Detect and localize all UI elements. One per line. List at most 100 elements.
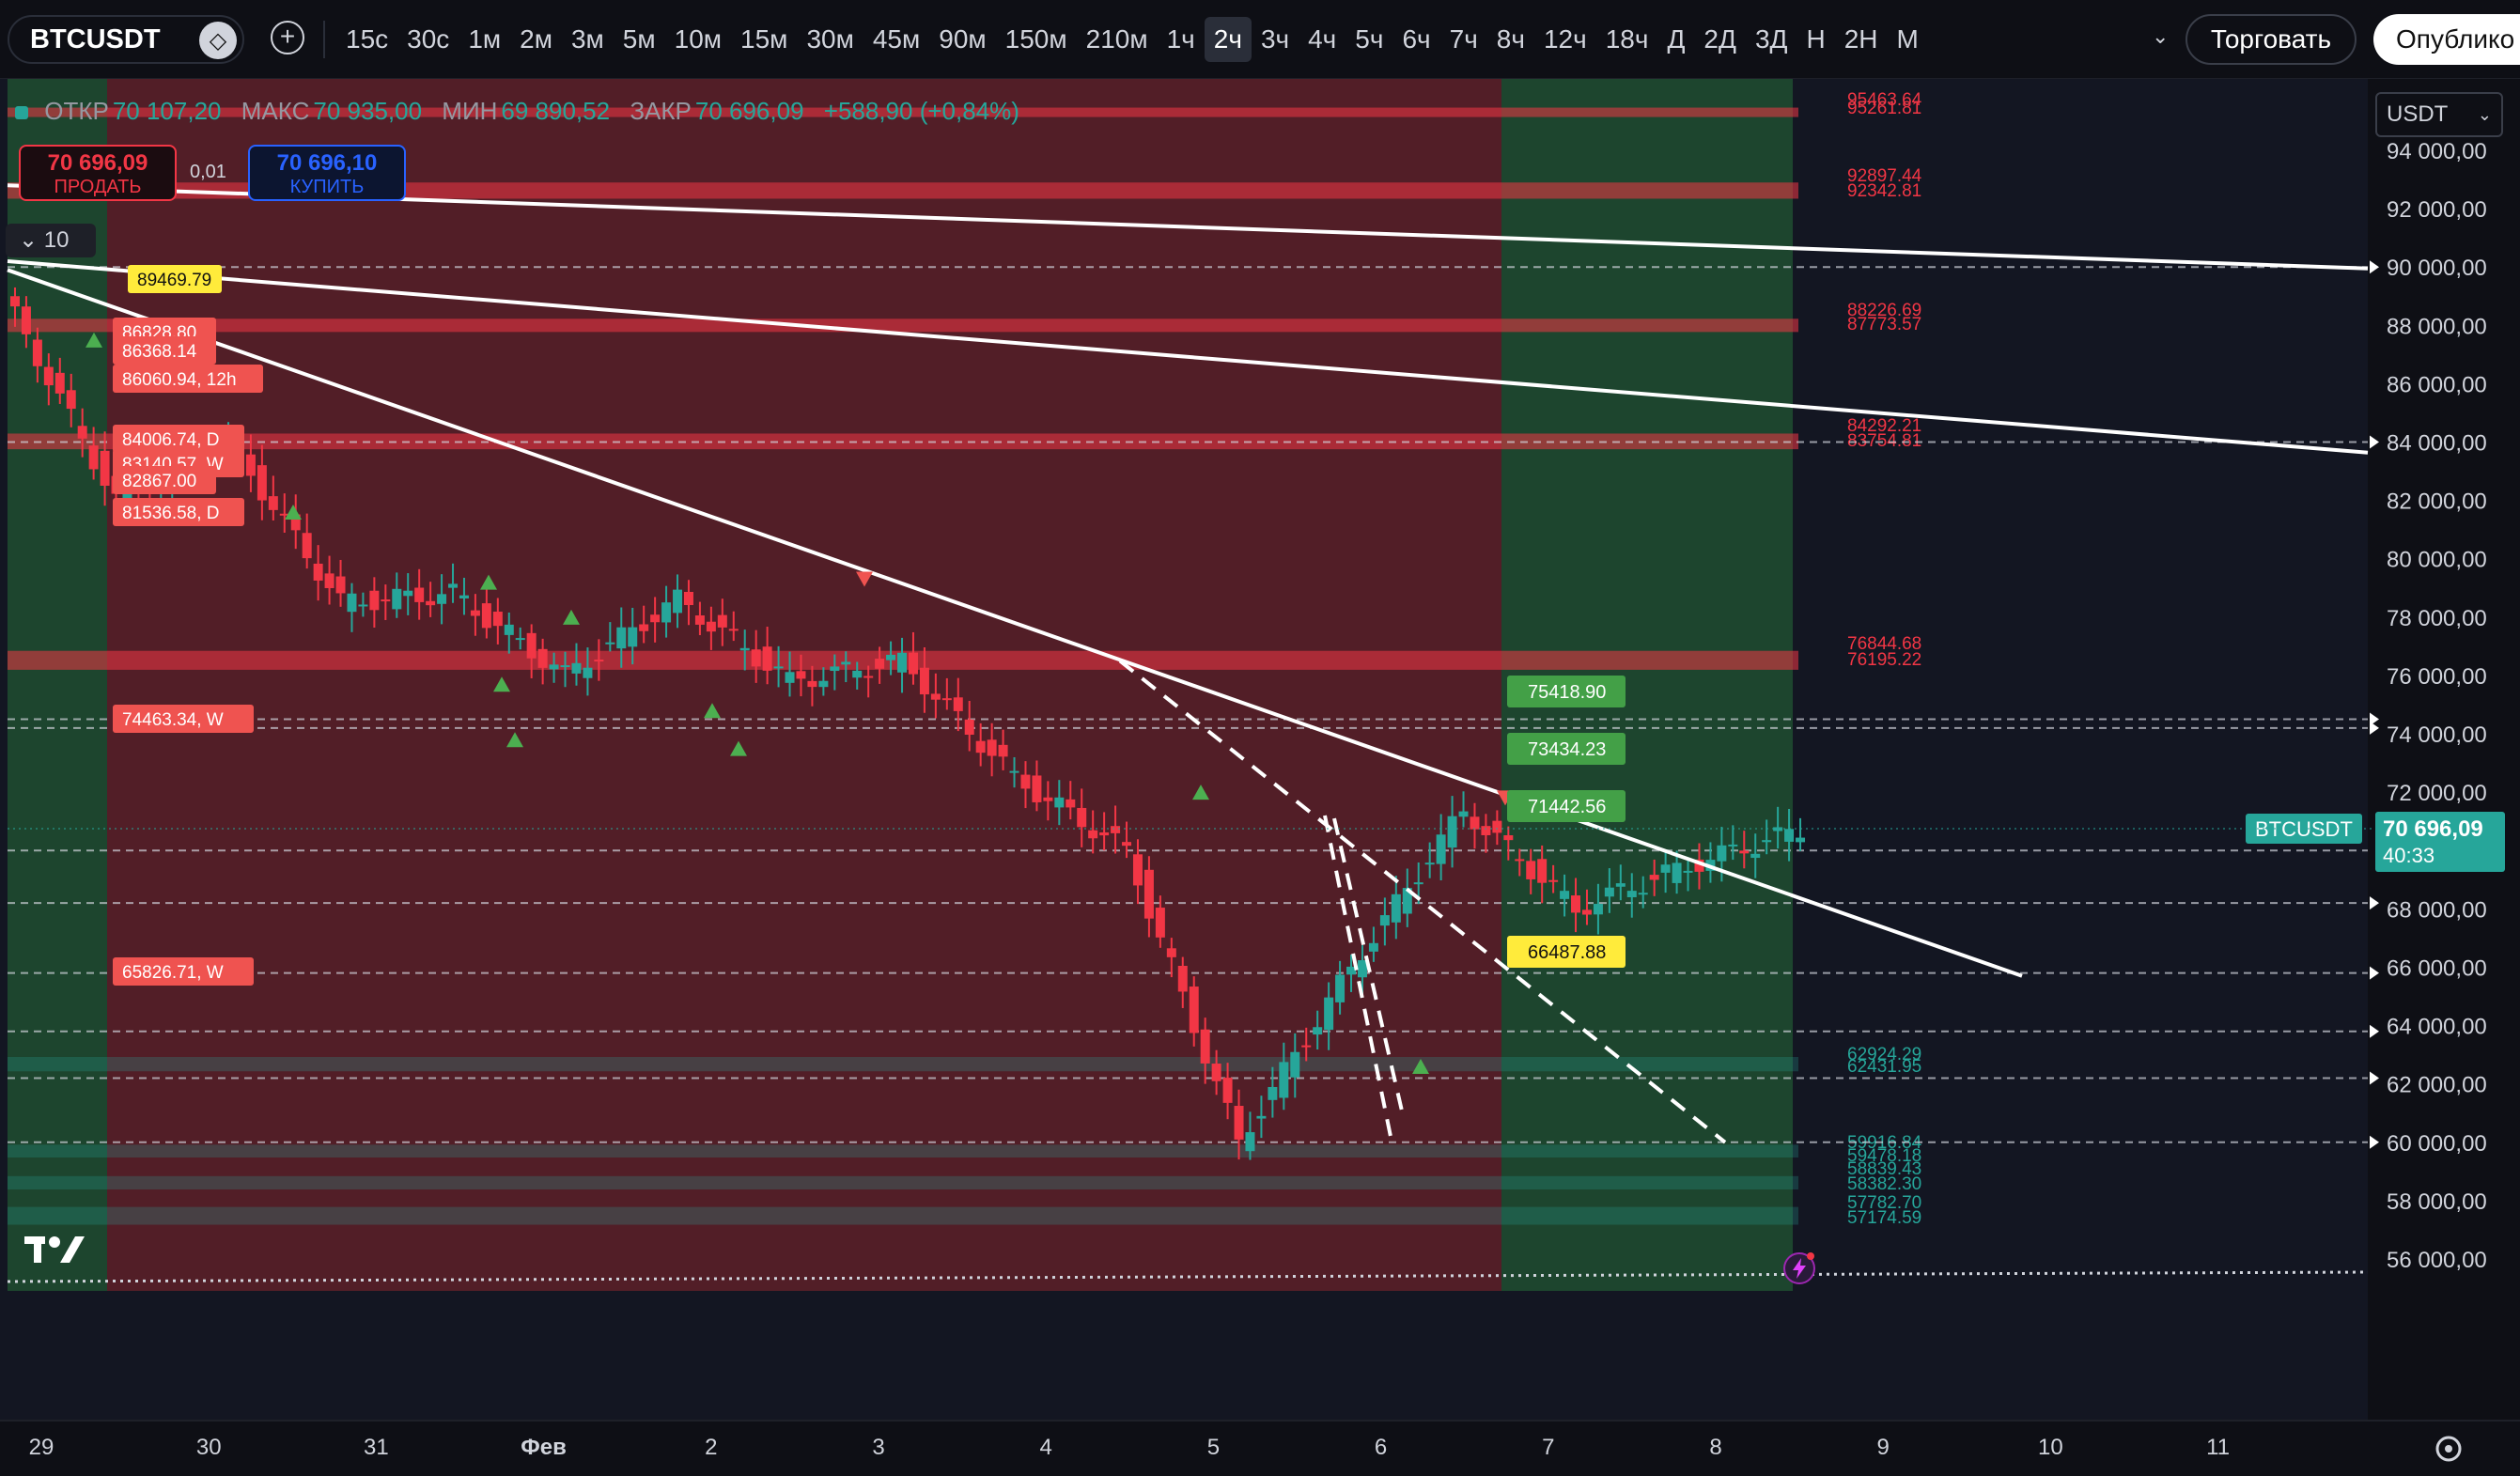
axis-marker-arrow (2370, 1071, 2379, 1085)
candle-body (639, 624, 649, 631)
gear-icon[interactable] (2430, 1430, 2467, 1468)
chevron-down-icon[interactable]: ⌄ (2152, 24, 2170, 48)
candle-body (1728, 844, 1738, 847)
candle-body (1424, 862, 1435, 865)
interval-tab-15с[interactable]: 15с (346, 24, 389, 54)
interval-tab-7ч[interactable]: 7ч (1449, 24, 1478, 54)
interval-tab-2ч[interactable]: 2ч (1204, 17, 1252, 62)
buy-button[interactable]: 70 696,10 КУПИТЬ (248, 145, 406, 201)
interval-tab-5ч[interactable]: 5ч (1355, 24, 1384, 54)
candle-body (481, 603, 491, 629)
candle-body (1177, 965, 1188, 992)
candle-body (358, 604, 368, 607)
interval-tab-М[interactable]: М (1896, 24, 1919, 54)
candle-body (1750, 853, 1761, 859)
interval-tab-Д[interactable]: Д (1667, 24, 1686, 54)
zone-label: 59478.18 (1847, 1146, 1921, 1166)
candle-body (403, 590, 413, 597)
candle-body (122, 484, 132, 507)
candle-body (1099, 832, 1110, 836)
last-price-box (2375, 812, 2505, 872)
price-axis-label: 92 000,00 (2387, 197, 2487, 223)
interval-tab-3м[interactable]: 3м (570, 24, 604, 54)
candle-body (1088, 830, 1098, 839)
candle-body (694, 615, 705, 625)
candle-body (1649, 875, 1659, 880)
tradingview-logo-icon[interactable] (24, 1233, 86, 1266)
interval-tab-45м[interactable]: 45м (872, 24, 921, 54)
interval-tab-30м[interactable]: 30м (806, 24, 854, 54)
chart-area[interactable]: 95463.64 95261.81 92897.44 92342.81 88226.69… (0, 79, 2520, 1471)
candle-body (863, 676, 874, 678)
interval-tab-12ч[interactable]: 12ч (1543, 24, 1587, 54)
interval-tab-18ч[interactable]: 18ч (1605, 24, 1649, 54)
resistance-zone (8, 319, 1798, 333)
dotted-level-line (7, 1270, 2369, 1283)
interval-tab-30с[interactable]: 30с (407, 24, 450, 54)
candle-body (1346, 966, 1357, 975)
time-axis-label: 4 (1040, 1435, 1052, 1460)
candle-body (1447, 816, 1457, 848)
candle-body (1324, 997, 1334, 1031)
interval-tab-10м[interactable]: 10м (674, 24, 723, 54)
candle-body (459, 595, 469, 598)
symbol-search-button[interactable]: BTCUSDT ◇ (8, 15, 244, 64)
currency-select[interactable]: USDT ⌄ (2375, 92, 2503, 137)
sell-button[interactable]: 70 696,09 ПРОДАТЬ (19, 145, 177, 201)
level-tag-box (1507, 676, 1626, 707)
interval-tab-3Д[interactable]: 3Д (1754, 24, 1788, 54)
price-axis-label: 78 000,00 (2387, 606, 2487, 631)
candle-body (1009, 770, 1019, 773)
series-color-swatch (15, 106, 28, 120)
interval-tab-2м[interactable]: 2м (520, 24, 552, 54)
interval-tab-5м[interactable]: 5м (622, 24, 656, 54)
interval-tab-90м[interactable]: 90м (939, 24, 987, 54)
interval-tab-6ч[interactable]: 6ч (1402, 24, 1431, 54)
interval-tab-2Д[interactable]: 2Д (1703, 24, 1736, 54)
candle-body (448, 583, 459, 588)
candle-body (1660, 864, 1671, 873)
price-axis-label: 62 000,00 (2387, 1073, 2487, 1098)
interval-tab-210м[interactable]: 210м (1085, 24, 1148, 54)
candle-body (1481, 826, 1491, 835)
interval-tab-1м[interactable]: 1м (468, 24, 502, 54)
axis-marker-arrow (2370, 896, 2379, 910)
level-tag-text: 86060.94, 12h (122, 370, 237, 390)
interval-tab-15м[interactable]: 15м (740, 24, 788, 54)
candle-body (875, 659, 885, 669)
candle-body (739, 647, 750, 651)
publish-button[interactable]: Опублико (2373, 14, 2520, 65)
candle-body (347, 593, 357, 613)
candle-body (987, 739, 997, 756)
candle-body (257, 465, 267, 501)
level-tag-text: 75418.90 (1528, 682, 1606, 703)
interval-tab-8ч[interactable]: 8ч (1496, 24, 1525, 54)
interval-tab-4ч[interactable]: 4ч (1308, 24, 1337, 54)
interval-tab-Н[interactable]: Н (1806, 24, 1826, 54)
candle-body (54, 372, 65, 394)
low-value: 69 890,52 (501, 97, 611, 125)
candle-body (1111, 826, 1121, 833)
zone-label: 92897.44 (1847, 166, 1922, 186)
candle-body (1222, 1078, 1233, 1103)
interval-tab-150м[interactable]: 150м (1004, 24, 1067, 54)
candle-body (43, 366, 54, 386)
axis-marker-arrow (2370, 435, 2379, 449)
lightning-icon[interactable] (1781, 1251, 1817, 1286)
buy-signal-triangle (493, 676, 510, 692)
interval-tab-2Н[interactable]: 2Н (1843, 24, 1878, 54)
zone-label: 58382.30 (1847, 1174, 1921, 1194)
level-tag-box (113, 957, 254, 986)
candle-body (1413, 882, 1423, 885)
candle-body (886, 654, 896, 660)
indicators-collapse-button[interactable]: ⌄ 10 (6, 224, 96, 257)
diamond-icon[interactable]: ◇ (199, 22, 237, 59)
zone-label: 76195.22 (1847, 650, 1921, 670)
low-label: МИН (442, 97, 498, 125)
plus-icon[interactable]: + (271, 21, 304, 54)
buy-signal-triangle (1412, 1059, 1429, 1075)
trade-button[interactable]: Торговать (2186, 14, 2357, 65)
interval-tab-1ч[interactable]: 1ч (1166, 24, 1195, 54)
interval-tab-3ч[interactable]: 3ч (1260, 24, 1290, 54)
